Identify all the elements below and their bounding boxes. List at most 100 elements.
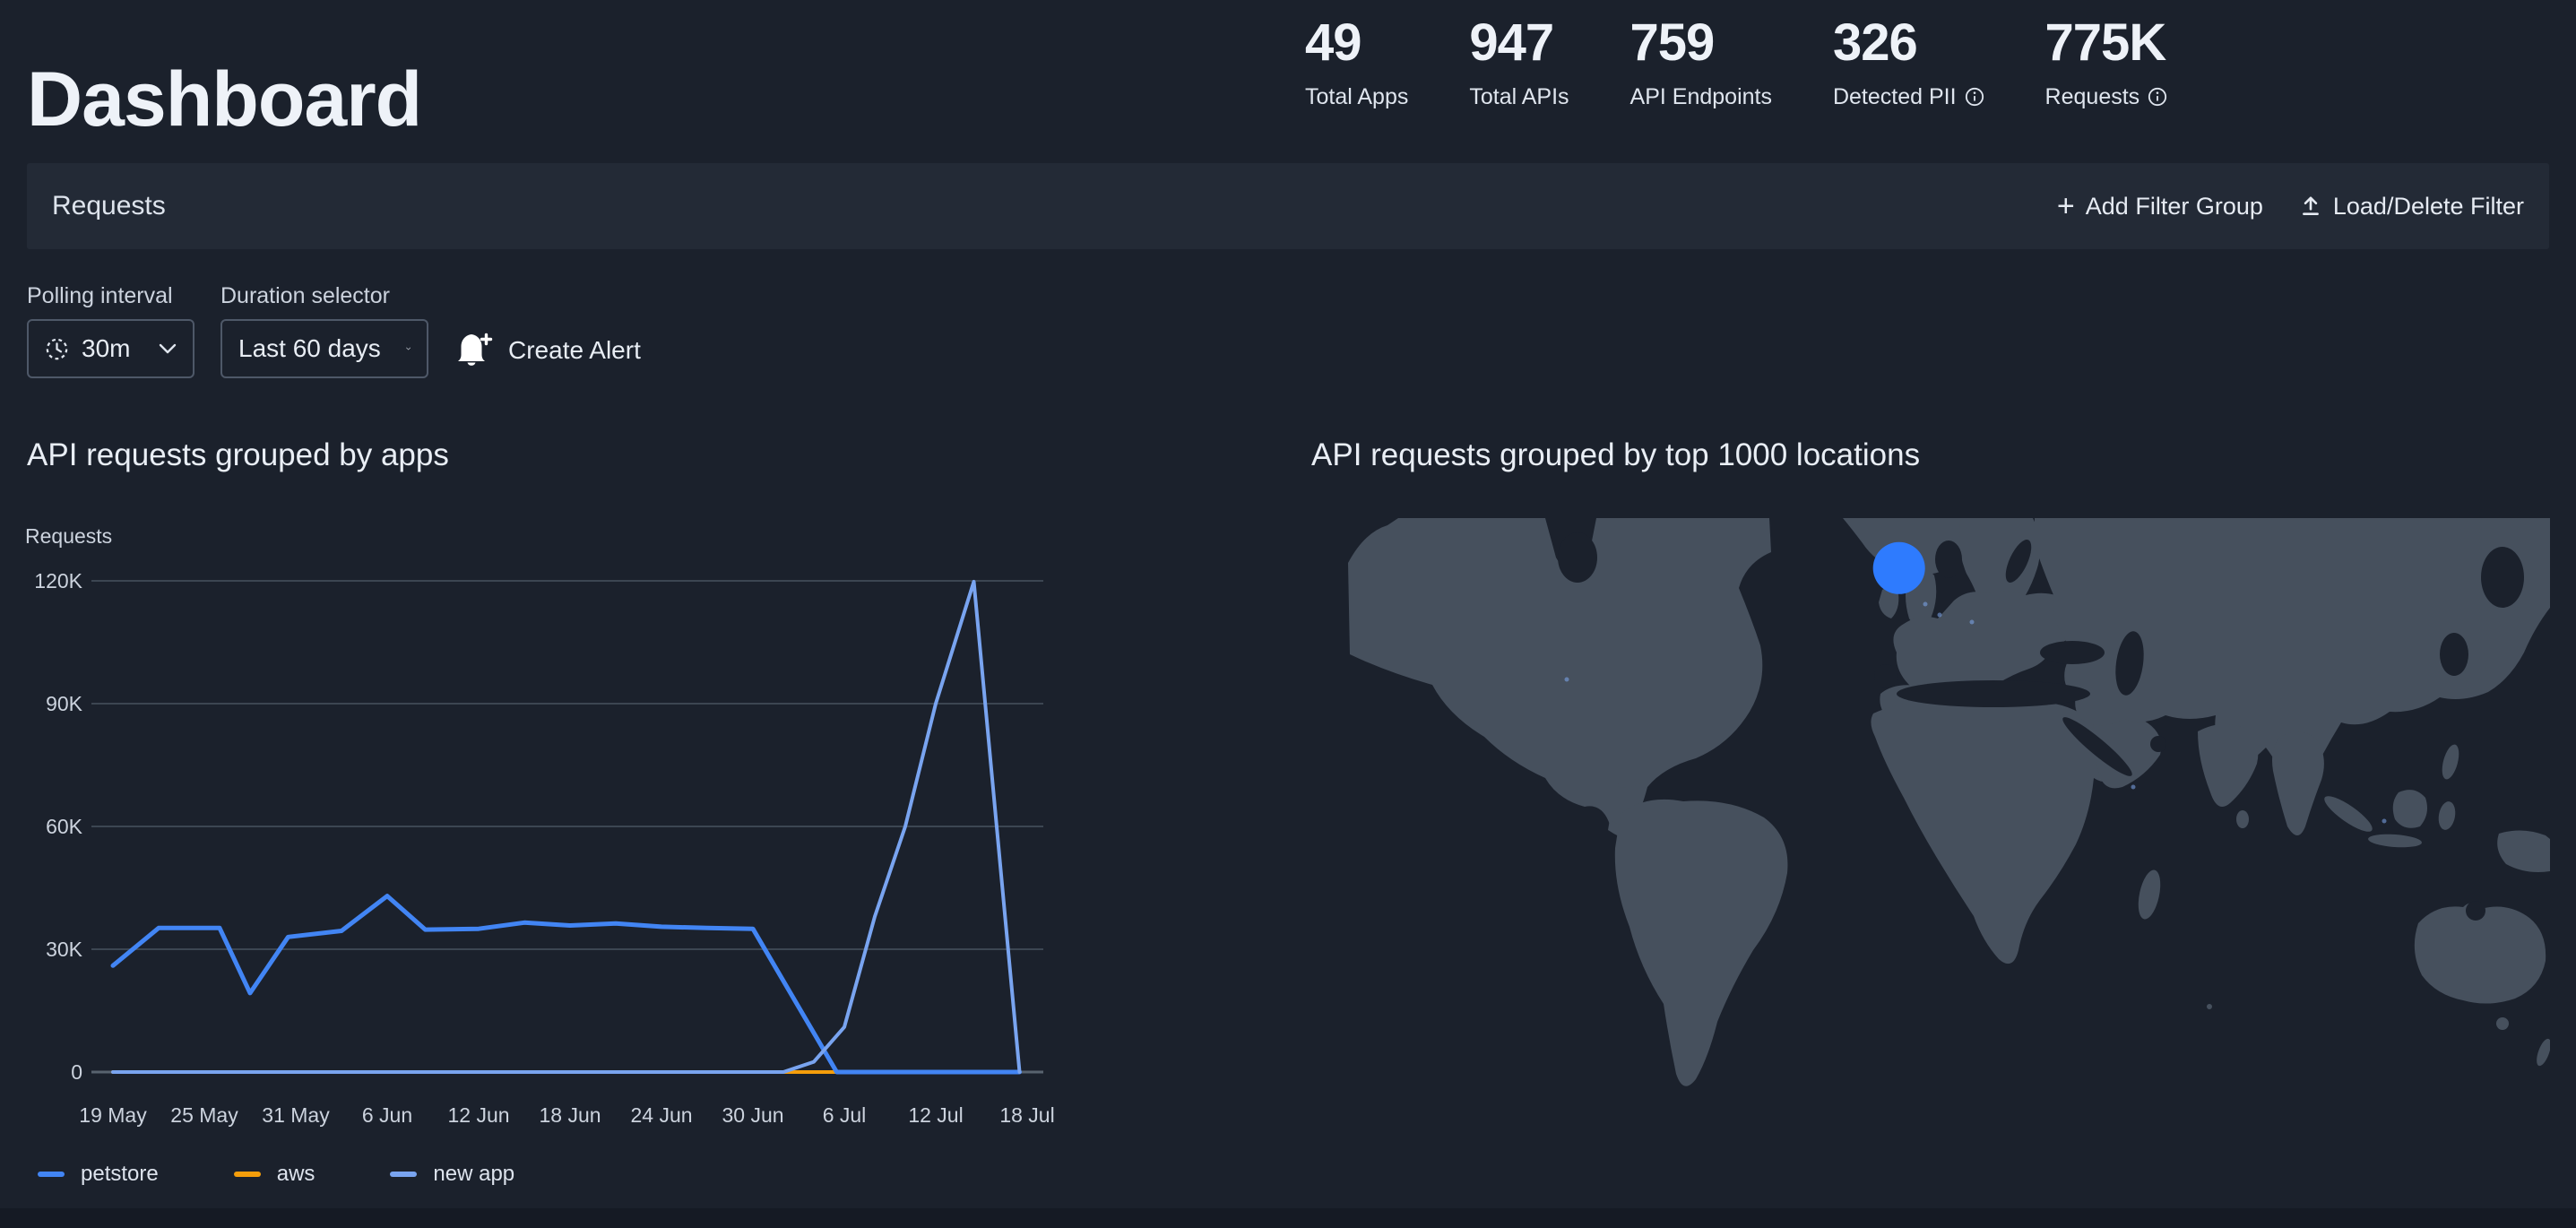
svg-text:Requests: Requests xyxy=(25,524,112,548)
svg-text:30K: 30K xyxy=(46,938,83,961)
map-north-sea xyxy=(1935,540,1962,578)
map-south-america xyxy=(1614,799,1788,1086)
requests-filter-bar: Requests + Add Filter Group Load/Delete … xyxy=(27,163,2549,249)
clock-icon xyxy=(46,338,68,359)
create-alert-button[interactable]: Create Alert xyxy=(453,324,641,376)
location-bubble[interactable] xyxy=(1872,541,1925,594)
svg-text:0: 0 xyxy=(71,1060,82,1084)
filter-bar-title: Requests xyxy=(52,191,166,221)
stat-value: 947 xyxy=(1469,13,1554,72)
duration-selector-dropdown[interactable]: Last 60 days xyxy=(220,319,428,378)
map-australia xyxy=(2414,903,2546,1004)
svg-text:12 Jul: 12 Jul xyxy=(908,1103,963,1127)
map-indochina xyxy=(2272,731,2324,835)
map-hudson-bay xyxy=(1558,532,1597,583)
map-africa xyxy=(1871,701,2126,964)
stat-value: 49 xyxy=(1305,13,1362,72)
legend-swatch xyxy=(390,1172,418,1177)
chart-legend: petstore aws new app xyxy=(38,1162,514,1187)
legend-item-new-app[interactable]: new app xyxy=(390,1162,514,1187)
map-new-guinea xyxy=(2497,830,2550,872)
map-borneo xyxy=(2392,790,2427,828)
map-madagascar xyxy=(2138,869,2161,920)
svg-text:18 Jun: 18 Jun xyxy=(539,1103,601,1127)
svg-text:120K: 120K xyxy=(34,569,82,592)
svg-text:6 Jun: 6 Jun xyxy=(362,1103,412,1127)
map-eurasia xyxy=(2035,518,2550,797)
stat-total-apis: 947 Total APIs xyxy=(1469,14,1569,110)
info-icon[interactable] xyxy=(2148,87,2167,107)
add-filter-group-button[interactable]: + Add Filter Group xyxy=(2056,189,2263,223)
load-delete-filter-button[interactable]: Load/Delete Filter xyxy=(2299,193,2524,221)
stat-value: 326 xyxy=(1832,13,1918,72)
map-island-dot xyxy=(2207,1004,2212,1009)
map-europe-mainland xyxy=(1893,591,2079,698)
stat-label: Total APIs xyxy=(1469,83,1569,109)
footer-strip xyxy=(0,1208,2576,1228)
svg-text:30 Jun: 30 Jun xyxy=(722,1103,783,1127)
svg-text:25 May: 25 May xyxy=(170,1103,238,1127)
requests-line-chart: Requests 0 30K 60K 90K 120K 19 May 25 May 31 May… xyxy=(25,524,1055,1127)
map-seas xyxy=(1558,532,2524,921)
stat-label: API Endpoints xyxy=(1629,83,1772,109)
svg-text:12 Jun: 12 Jun xyxy=(447,1103,509,1127)
map-bay-of-biscay xyxy=(1874,664,1897,688)
map-tasmania xyxy=(2496,1017,2509,1030)
header-stats: 49 Total Apps 947 Total APIs 759 API End… xyxy=(1305,14,2167,110)
filter-actions: + Add Filter Group Load/Delete Filter xyxy=(2057,191,2524,221)
map-mediterranean xyxy=(1897,680,2090,707)
stat-total-apps: 49 Total Apps xyxy=(1305,14,1408,110)
line-chart-title: API requests grouped by apps xyxy=(27,437,449,472)
polling-interval-label: Polling interval xyxy=(27,283,173,308)
info-icon[interactable] xyxy=(1965,87,1984,107)
polling-interval-dropdown[interactable]: 30m xyxy=(27,319,194,378)
chevron-down-icon xyxy=(405,347,411,350)
legend-item-petstore[interactable]: petstore xyxy=(38,1162,159,1187)
map-sumatra xyxy=(2324,796,2373,832)
svg-text:90K: 90K xyxy=(46,692,83,715)
map-arabia xyxy=(2093,715,2162,789)
svg-text:24 Jun: 24 Jun xyxy=(630,1103,692,1127)
map-continents xyxy=(1348,518,2550,1086)
stat-value: 775K xyxy=(2044,13,2167,72)
map-cuba xyxy=(1617,779,1642,788)
map-chart-title: API requests grouped by top 1000 locatio… xyxy=(1311,437,1921,472)
stat-value: 759 xyxy=(1629,13,1716,72)
map-philippines xyxy=(2442,744,2459,780)
map-java xyxy=(2368,834,2422,848)
map-caspian-sea xyxy=(2115,631,2144,696)
legend-swatch xyxy=(233,1172,261,1177)
legend-swatch xyxy=(38,1172,65,1177)
map-location-dots xyxy=(1564,601,2387,824)
map-sea-of-japan xyxy=(2440,633,2468,676)
map-sri-lanka xyxy=(2236,810,2249,828)
stat-detected-pii: 326 Detected PII xyxy=(1833,14,1984,110)
polling-interval-value: 30m xyxy=(82,334,131,362)
chevron-down-icon xyxy=(159,343,177,354)
map-ireland xyxy=(1879,586,1899,618)
svg-text:19 May: 19 May xyxy=(79,1103,147,1127)
map-sulawesi xyxy=(2438,801,2456,830)
world-map xyxy=(1348,518,2550,1086)
map-red-sea xyxy=(2062,717,2132,776)
duration-selector-label: Duration selector xyxy=(220,283,390,308)
page-title: Dashboard xyxy=(27,56,422,143)
legend-item-aws[interactable]: aws xyxy=(233,1162,315,1187)
plus-icon: + xyxy=(2056,189,2075,223)
map-baltic-sea xyxy=(2005,540,2032,583)
stat-api-endpoints: 759 API Endpoints xyxy=(1630,14,1772,110)
svg-text:18 Jul: 18 Jul xyxy=(999,1103,1054,1127)
svg-text:6 Jul: 6 Jul xyxy=(823,1103,867,1127)
map-persian-gulf xyxy=(2150,736,2166,752)
svg-text:31 May: 31 May xyxy=(262,1103,330,1127)
duration-selector-value: Last 60 days xyxy=(238,334,381,362)
map-sea-of-okhotsk xyxy=(2481,547,2524,608)
map-new-zealand xyxy=(2537,1038,2550,1067)
map-north-america xyxy=(1348,518,1771,836)
map-india xyxy=(2198,723,2259,807)
upload-icon xyxy=(2302,196,2319,215)
stat-label: Detected PII xyxy=(1833,84,1984,110)
stat-label: Requests xyxy=(2045,84,2168,110)
map-bubble-layer[interactable] xyxy=(1872,541,1925,594)
